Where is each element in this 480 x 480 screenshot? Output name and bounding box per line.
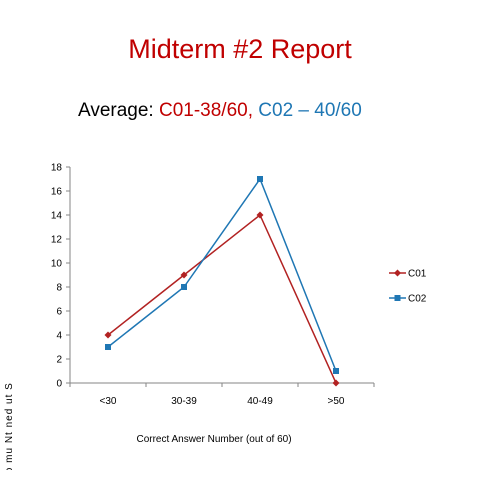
legend-label-c01: C01 (408, 269, 427, 280)
line-chart: 0 2 4 6 8 10 12 14 16 18 <30 30-39 40-49 >50 C01 C02 C… (4, 163, 427, 471)
data-point-c02 (257, 176, 263, 182)
subtitle-c01-average: C01-38/60, (158, 100, 253, 121)
y-tick-label: 4 (56, 331, 62, 342)
legend-marker-c01 (394, 269, 401, 277)
y-tick-label: 2 (56, 355, 62, 366)
legend-marker-c02 (394, 295, 401, 301)
y-axis-label: r eb mu Nt ned ut S (4, 382, 15, 470)
data-point-c02 (105, 344, 111, 350)
y-tick-label: 18 (51, 163, 63, 174)
x-tick-label: 30-39 (171, 396, 197, 407)
data-point-c02 (181, 284, 187, 290)
x-tick-label: 40-49 (247, 396, 273, 407)
y-tick-label: 12 (51, 235, 63, 246)
chart-series (104, 176, 340, 387)
data-point-c01 (332, 379, 340, 387)
chart-subtitle: Average: C01-38/60, C02 – 40/60 (78, 100, 362, 122)
y-tick-label: 16 (51, 187, 63, 198)
subtitle-prefix: Average: (78, 100, 159, 121)
y-tick-label: 6 (56, 307, 62, 318)
y-tick-label: 8 (56, 283, 62, 294)
data-point-c01 (104, 331, 112, 339)
series-line-c02 (107, 177, 337, 372)
x-axis-label: Correct Answer Number (out of 60) (136, 434, 291, 445)
x-tick-label: >50 (328, 396, 345, 407)
data-point-c01 (256, 211, 264, 219)
subtitle-c02-average: C02 – 40/60 (258, 100, 362, 121)
x-tick-label: <30 (100, 396, 117, 407)
data-point-c02 (333, 368, 339, 374)
chart-axes: 0 2 4 6 8 10 12 14 16 18 <30 30-39 40-49 >50 (51, 163, 375, 407)
chart-legend: C01 C02 (389, 269, 427, 305)
series-line-c01 (107, 213, 337, 384)
chart-title: Midterm #2 Report (128, 34, 352, 64)
y-tick-label: 14 (51, 211, 63, 222)
data-point-c01 (180, 271, 188, 279)
y-tick-label: 0 (56, 379, 62, 390)
y-tick-label: 10 (51, 259, 63, 270)
legend-label-c02: C02 (408, 294, 427, 305)
